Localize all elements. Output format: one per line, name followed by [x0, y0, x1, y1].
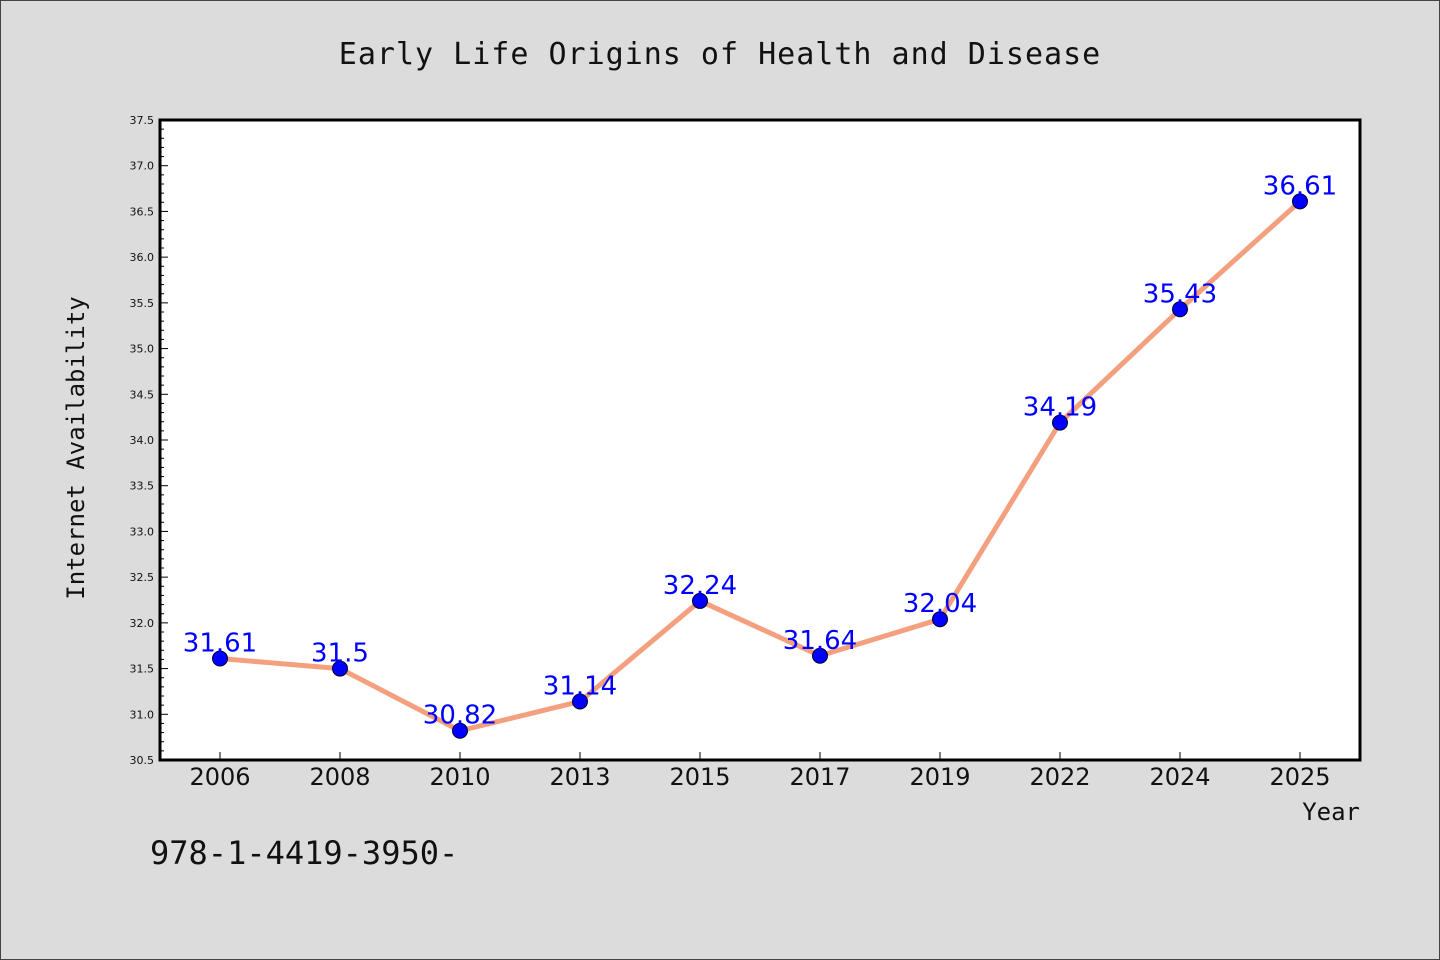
y-axis-ticks: 30.5 31.0 31.5 32.0 32.5 33.0 33.5 34.0 34.5 35.0… — [130, 114, 168, 767]
data-point — [332, 660, 348, 677]
data-point — [812, 647, 828, 664]
data-point — [1172, 301, 1188, 318]
data-point — [212, 650, 228, 667]
y-tick-label: 33.0 — [130, 525, 155, 538]
data-point — [452, 722, 468, 739]
chart-title: Early Life Origins of Health and Disease — [339, 37, 1101, 72]
data-point — [932, 611, 948, 628]
x-tick-label: 2013 — [549, 763, 610, 791]
data-label: 31.61 — [183, 629, 257, 659]
x-tick-label: 2022 — [1029, 763, 1090, 791]
data-point — [1052, 414, 1068, 431]
y-tick-label: 37.0 — [130, 160, 155, 173]
y-tick-label: 34.0 — [130, 434, 155, 447]
data-point — [1292, 193, 1308, 210]
y-tick-label: 35.0 — [130, 343, 155, 356]
y-tick-label: 35.5 — [130, 297, 155, 310]
x-tick-label: 2010 — [429, 763, 490, 791]
footer-isbn-text: 978-1-4419-3950- — [150, 834, 458, 872]
series-line — [217, 198, 1303, 734]
x-tick-label: 2025 — [1269, 763, 1330, 791]
y-tick-label: 33.5 — [130, 480, 155, 493]
data-label: 31.64 — [783, 626, 857, 656]
y-tick-label: 30.5 — [130, 754, 155, 767]
plot-area — [158, 118, 1362, 762]
data-label: 32.24 — [663, 571, 737, 601]
y-tick-label: 32.0 — [130, 617, 155, 630]
y-tick-label: 34.5 — [130, 388, 155, 401]
y-tick-label: 37.5 — [130, 114, 155, 127]
x-tick-label: 2008 — [309, 763, 370, 791]
y-tick-label: 32.5 — [130, 571, 155, 584]
y-tick-label: 36.5 — [130, 205, 155, 218]
data-series: 31.61 31.5 30.82 31.14 32.24 31.64 32.04 34.19 3… — [183, 171, 1337, 739]
y-tick-label: 36.0 — [130, 251, 155, 264]
x-tick-label: 2024 — [1149, 763, 1210, 791]
x-axis-label: Year — [1302, 798, 1360, 826]
data-label: 31.14 — [543, 671, 617, 701]
y-tick-label: 31.5 — [130, 663, 155, 676]
data-label: 34.19 — [1023, 393, 1097, 423]
data-label: 31.5 — [311, 639, 369, 669]
data-point — [572, 693, 588, 710]
data-point — [692, 592, 708, 609]
x-tick-label: 2017 — [789, 763, 850, 791]
data-label: 32.04 — [903, 589, 977, 619]
data-label: 36.61 — [1263, 171, 1337, 201]
x-axis-ticks: 2006 2008 2010 2013 2015 2017 2019 2022 2024 2025 — [189, 752, 1331, 791]
data-label: 30.82 — [423, 701, 497, 731]
x-tick-label: 2006 — [189, 763, 250, 791]
y-axis-label: Internet Availability — [62, 296, 90, 599]
x-tick-label: 2019 — [909, 763, 970, 791]
x-tick-label: 2015 — [669, 763, 730, 791]
y-tick-label: 31.0 — [130, 708, 155, 721]
data-label: 35.43 — [1143, 279, 1217, 309]
